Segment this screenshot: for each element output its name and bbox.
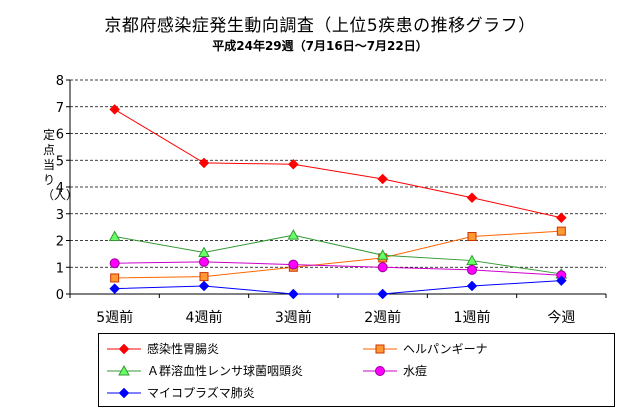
legend-marker	[375, 366, 385, 376]
data-point	[109, 283, 121, 295]
y-tick-label: 8	[56, 74, 64, 89]
series-line-1	[114, 230, 562, 279]
data-point	[556, 226, 566, 236]
legend-marker	[118, 387, 130, 399]
data-point	[467, 231, 477, 241]
series-line-3	[114, 261, 562, 276]
data-point	[377, 173, 389, 185]
legend-swatch-0	[107, 343, 141, 355]
y-tick-label: 3	[56, 208, 64, 223]
data-point	[288, 259, 299, 270]
data-point	[287, 229, 300, 240]
legend: 感染性胃腸炎 ヘルパンギーナ Ａ群溶血性レンサ球菌咽頭炎 水痘 マイコプラズマ肺…	[98, 333, 615, 407]
legend-label: ヘルパンギーナ	[403, 342, 488, 356]
legend-marker	[118, 343, 130, 355]
y-tick-label: 1	[56, 261, 64, 276]
data-point	[109, 258, 120, 269]
data-point	[199, 256, 209, 267]
legend-swatch-1	[363, 344, 397, 354]
y-tick-label: 5	[56, 154, 64, 169]
legend-swatch-3	[363, 366, 397, 376]
data-point	[287, 158, 299, 170]
data-point	[376, 249, 389, 260]
data-point	[466, 280, 478, 292]
line-chart: 0 1 2 3 4 5 6 7 8 5週前 4週前 3週前 2週前 1週前 今週	[56, 74, 607, 326]
chart-subtitle: 平成24年29週（7月16日～7月22日）	[212, 39, 428, 53]
data-point	[199, 272, 209, 282]
legend-marker	[118, 364, 130, 376]
data-point	[555, 275, 567, 286]
legend-label: 水痘	[403, 364, 428, 378]
x-tick-label: 今週	[547, 310, 575, 326]
data-point	[287, 288, 299, 300]
x-tick-label: 3週前	[275, 309, 312, 326]
legend-label: マイコプラズマ肺炎	[147, 386, 255, 400]
y-tick-label: 4	[56, 181, 64, 196]
legend-swatch-2	[107, 364, 141, 376]
series-line-0	[114, 108, 562, 219]
data-point	[377, 262, 388, 273]
data-point	[466, 254, 478, 266]
series-line-2	[114, 234, 562, 275]
data-point	[109, 104, 121, 115]
data-point	[377, 288, 389, 300]
legend-swatch-4	[107, 387, 141, 399]
y-tick-label: 2	[56, 235, 64, 250]
data-point	[110, 273, 120, 283]
legend-label: Ａ群溶血性レンサ球菌咽頭炎	[147, 364, 304, 378]
x-tick-label: 2週前	[364, 309, 401, 326]
data-point	[198, 246, 210, 258]
y-tick-label: 7	[56, 101, 64, 116]
chart-title: 京都府感染症発生動向調査（上位5疾患の推移グラフ）	[104, 16, 536, 36]
data-point	[555, 212, 567, 224]
series-line-4	[114, 280, 562, 295]
legend-marker	[375, 344, 385, 354]
data-point	[467, 264, 477, 275]
data-point	[198, 157, 210, 169]
data-point	[466, 192, 478, 204]
legend-label: 感染性胃腸炎	[147, 342, 220, 356]
y-tick-label: 6	[56, 128, 64, 143]
x-tick-label: 1週前	[454, 309, 491, 326]
x-tick-label: 4週前	[186, 309, 223, 326]
y-tick-label: 0	[56, 288, 64, 303]
data-point	[198, 280, 210, 292]
x-tick-label: 5週前	[96, 309, 133, 326]
data-point	[108, 230, 121, 241]
